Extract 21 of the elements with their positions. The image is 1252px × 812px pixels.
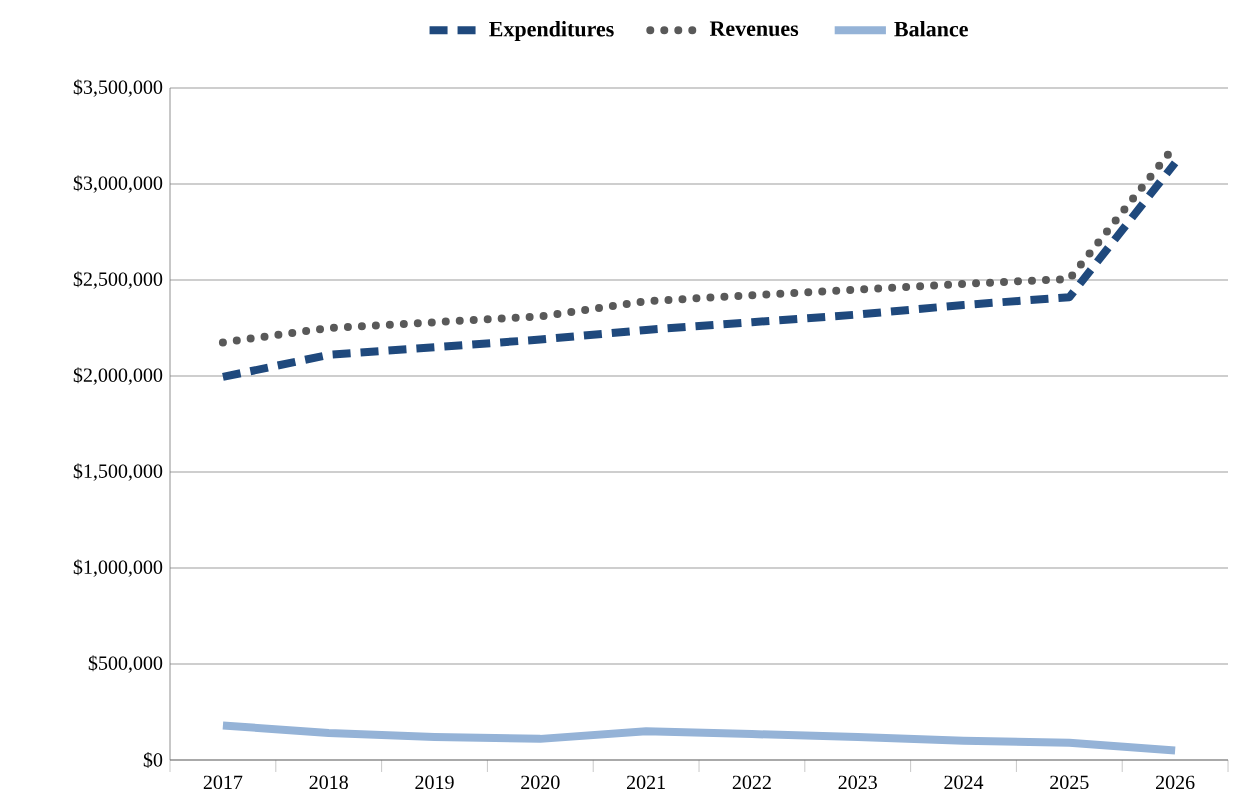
y-tick-label: $2,500,000 <box>73 271 163 289</box>
x-tick-label: 2022 <box>732 775 771 790</box>
y-tick-label: $500,000 <box>88 655 163 673</box>
legend-label: Revenues <box>709 21 799 37</box>
y-tick-label: $1,500,000 <box>73 463 163 481</box>
x-tick-label: 2023 <box>838 775 877 790</box>
x-tick-label: 2019 <box>415 775 454 790</box>
x-tick-label: 2020 <box>521 775 560 790</box>
y-tick-label: $0 <box>143 751 163 768</box>
x-tick-label: 2024 <box>944 775 984 790</box>
legend-label: Balance <box>894 21 968 37</box>
x-tick-label: 2026 <box>1156 775 1195 790</box>
y-tick-label: $2,000,000 <box>73 367 163 385</box>
legend-label: Expenditures <box>489 21 614 41</box>
y-tick-label: $1,000,000 <box>73 559 163 577</box>
y-tick-label: $3,000,000 <box>73 175 163 193</box>
x-tick-label: 2025 <box>1050 775 1089 790</box>
x-tick-label: 2018 <box>309 775 348 790</box>
x-tick-label: 2017 <box>203 775 243 790</box>
y-tick-label: $3,500,000 <box>73 79 163 97</box>
x-tick-label: 2021 <box>626 775 665 790</box>
